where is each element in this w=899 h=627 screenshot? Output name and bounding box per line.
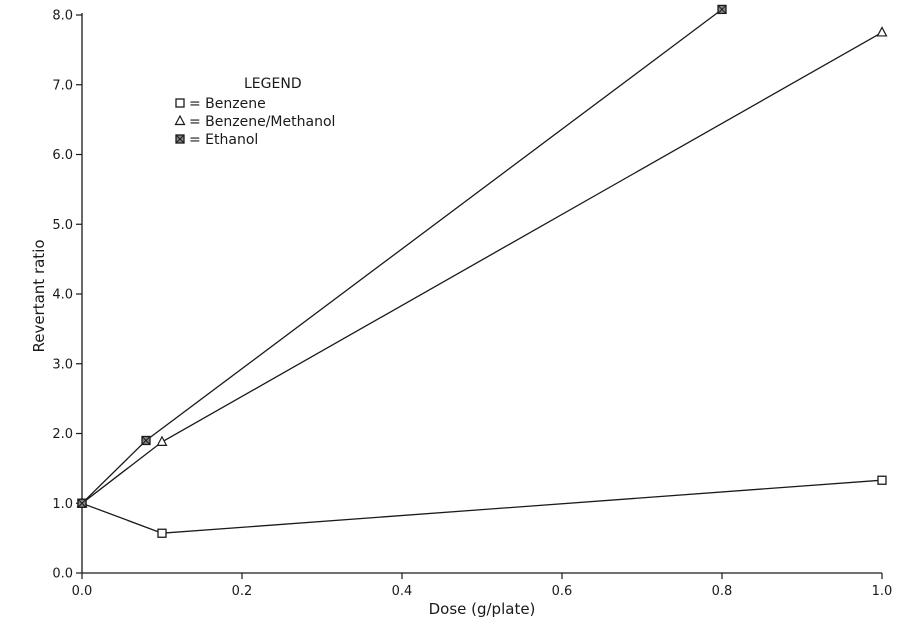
x-tick-label: 0.2 bbox=[232, 584, 253, 599]
series-line-ethanol bbox=[81, 8, 723, 504]
series-lines bbox=[81, 8, 883, 534]
x-tick-label: 0.8 bbox=[712, 584, 733, 599]
x-tick-label: 0.0 bbox=[72, 584, 93, 599]
y-tick-label: 1.0 bbox=[52, 497, 73, 512]
series-line-benzene bbox=[81, 479, 883, 534]
y-tick-label: 4.0 bbox=[52, 288, 73, 303]
x-axis-label: Dose (g/plate) bbox=[429, 600, 536, 618]
legend-label-benzene: = Benzene bbox=[189, 96, 266, 112]
data-point-benzene-methanol bbox=[876, 26, 888, 37]
data-point-benzene-methanol bbox=[156, 435, 168, 446]
data-point-ethanol bbox=[141, 435, 151, 446]
y-axis-label: Revertant ratio bbox=[30, 239, 48, 352]
y-tick-label: 6.0 bbox=[52, 148, 73, 163]
series-markers bbox=[76, 4, 888, 538]
x-tick-label: 0.6 bbox=[552, 584, 573, 599]
y-tick-label: 7.0 bbox=[52, 78, 73, 93]
data-point-ethanol bbox=[717, 4, 727, 15]
y-tick-label: 3.0 bbox=[52, 357, 73, 372]
axes: 0.0 1.0 2.0 3.0 4.0 5.0 6.0 7.0 8.0 0.0 0.2 0.4 0.6 0… bbox=[52, 9, 892, 600]
data-point-benzene bbox=[877, 475, 887, 485]
y-tick-label: 5.0 bbox=[52, 218, 73, 233]
legend-title: LEGEND bbox=[244, 76, 302, 92]
y-tick-label: 2.0 bbox=[52, 427, 73, 442]
legend-marker-benzene-methanol bbox=[174, 114, 186, 126]
data-point-benzene bbox=[157, 528, 167, 538]
x-tick-label: 0.4 bbox=[392, 584, 413, 599]
legend: LEGEND = Benzene = Benzene/Methanol = Et… bbox=[174, 76, 335, 148]
legend-label-ethanol: = Ethanol bbox=[189, 132, 258, 148]
x-tick-label: 1.0 bbox=[872, 584, 893, 599]
legend-marker-ethanol bbox=[175, 134, 185, 144]
legend-marker-benzene bbox=[175, 98, 185, 108]
legend-label-benzene-methanol: = Benzene/Methanol bbox=[189, 114, 335, 130]
y-tick-label: 0.0 bbox=[52, 567, 73, 582]
y-tick-label: 8.0 bbox=[52, 9, 73, 24]
data-point-ethanol bbox=[77, 498, 87, 508]
